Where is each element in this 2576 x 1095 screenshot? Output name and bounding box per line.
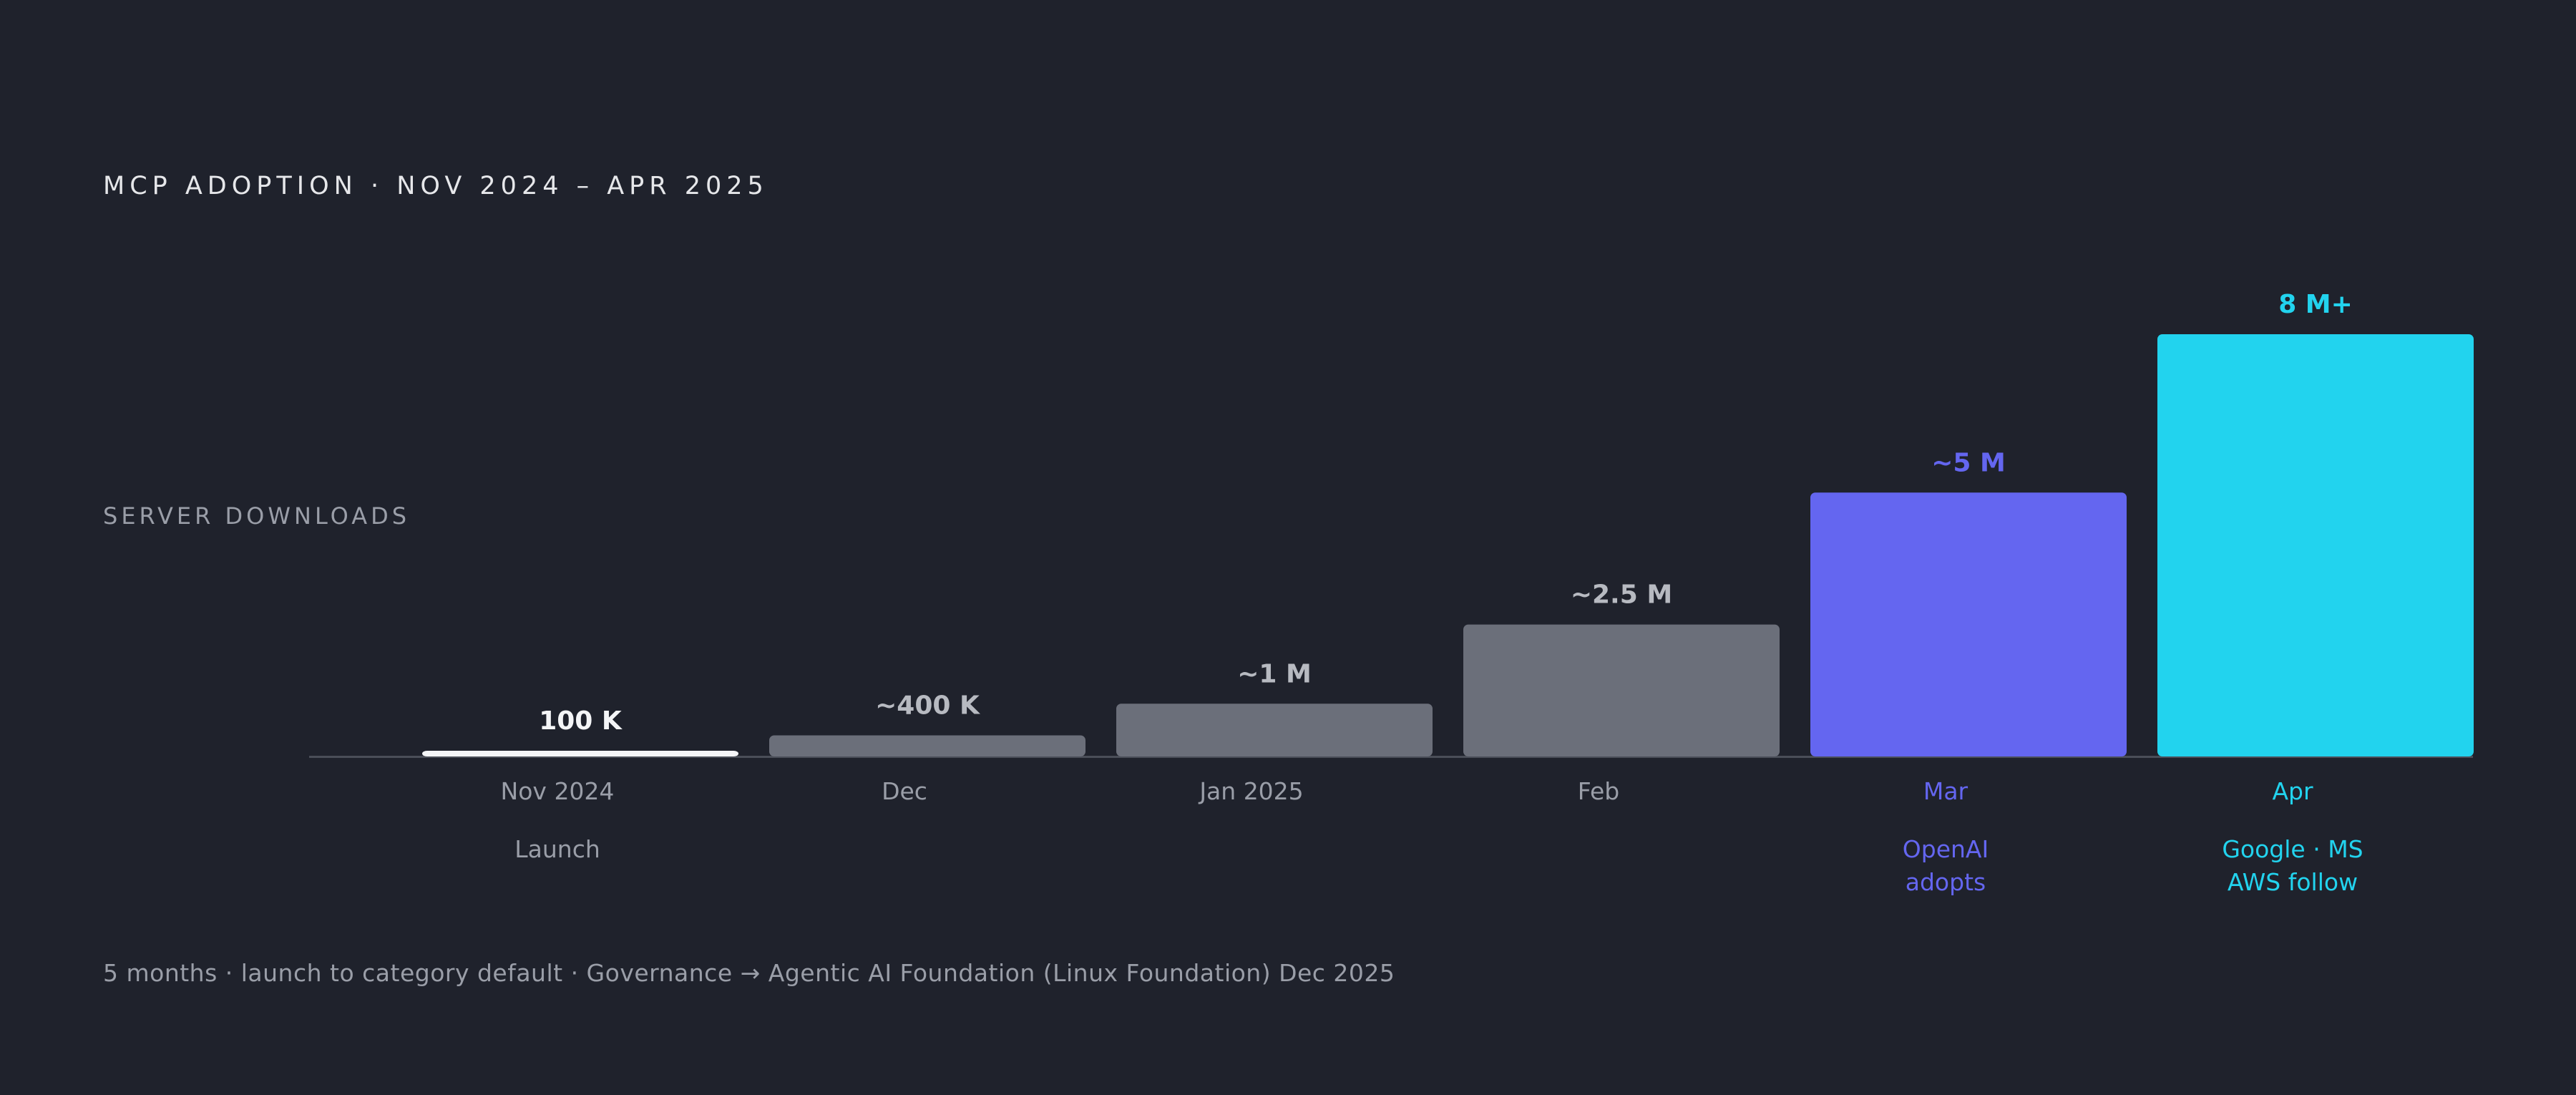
bar-3 <box>1463 624 1780 756</box>
annotation-4-0: OpenAI <box>1903 835 1989 863</box>
annotation-4-1: adopts <box>1906 868 1986 896</box>
chart-title: MCP ADOPTION · NOV 2024 – APR 2025 <box>103 172 769 200</box>
annotation-5-0: Google · MS <box>2222 835 2363 863</box>
value-label-5: 8 M+ <box>2278 290 2353 319</box>
value-label-0: 100 K <box>539 706 623 736</box>
value-label-4: ~5 M <box>1931 448 2006 477</box>
bar-5 <box>2157 334 2474 756</box>
x-tick-label-2: Jan 2025 <box>1198 777 1303 805</box>
x-tick-label-3: Feb <box>1578 777 1619 805</box>
bar-0 <box>422 751 738 756</box>
footer-note: 5 months · launch to category default · … <box>103 959 1395 987</box>
bar-4 <box>1810 492 2127 756</box>
annotation-0-0: Launch <box>514 835 600 863</box>
value-label-1: ~400 K <box>875 691 980 721</box>
x-tick-label-1: Dec <box>882 777 927 805</box>
y-axis-label: SERVER DOWNLOADS <box>103 502 411 530</box>
x-tick-label-0: Nov 2024 <box>501 777 615 805</box>
annotation-5-1: AWS follow <box>2228 868 2358 896</box>
value-label-3: ~2.5 M <box>1571 580 1672 610</box>
bar-1 <box>769 735 1085 756</box>
bar-2 <box>1116 704 1433 756</box>
value-label-2: ~1 M <box>1237 659 1312 688</box>
x-tick-label-4: Mar <box>1923 777 1968 805</box>
x-tick-label-5: Apr <box>2272 777 2313 805</box>
